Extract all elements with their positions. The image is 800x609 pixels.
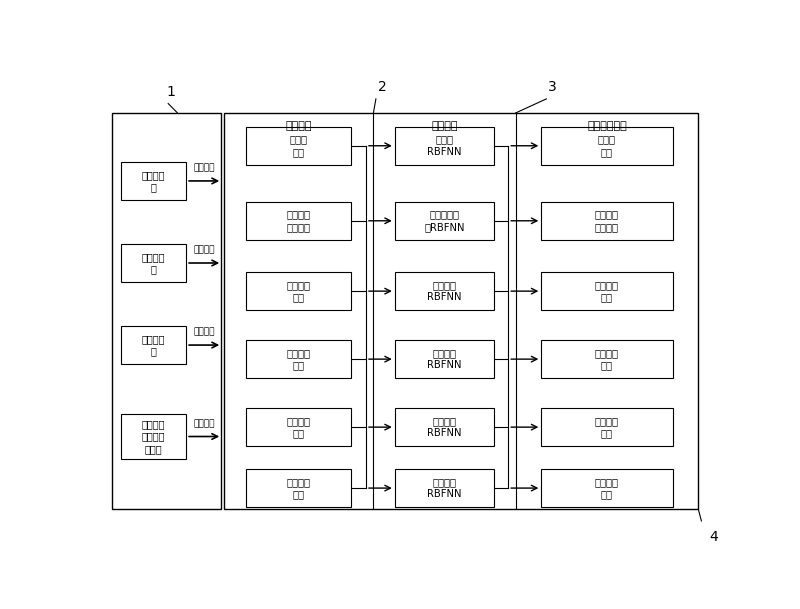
Bar — [224, 113, 698, 509]
Bar — [394, 340, 494, 378]
Bar — [542, 408, 673, 446]
Text: 系统级
数据: 系统级 数据 — [290, 135, 308, 157]
Text: 门控单元
故障: 门控单元 故障 — [595, 416, 619, 438]
Text: 其它单元
RBFNN: 其它单元 RBFNN — [427, 477, 462, 499]
Bar — [394, 408, 494, 446]
Text: 模拟量数
据: 模拟量数 据 — [142, 252, 166, 274]
Text: 数字量数
据: 数字量数 据 — [142, 334, 166, 356]
Bar — [542, 202, 673, 240]
Text: 制动单元
数据: 制动单元 数据 — [286, 348, 310, 370]
Text: 制动单元
RBFNN: 制动单元 RBFNN — [427, 348, 462, 370]
Bar — [112, 113, 221, 509]
Text: 制动单元
故障: 制动单元 故障 — [595, 348, 619, 370]
Text: 采集分类: 采集分类 — [194, 163, 215, 172]
Bar — [246, 469, 351, 507]
Bar — [394, 202, 494, 240]
Text: 传感器数
据: 传感器数 据 — [142, 170, 166, 192]
Text: 中央控制
单元数据: 中央控制 单元数据 — [286, 209, 310, 232]
Bar — [394, 127, 494, 165]
Text: 故障诊断结果: 故障诊断结果 — [587, 121, 627, 131]
Text: 牵引单元
数据: 牵引单元 数据 — [286, 280, 310, 302]
Bar — [246, 340, 351, 378]
Text: 中央控制单
元RBFNN: 中央控制单 元RBFNN — [424, 209, 465, 232]
Bar — [246, 408, 351, 446]
Bar — [121, 244, 186, 282]
Text: 采集分类: 采集分类 — [194, 419, 215, 428]
Text: 3: 3 — [548, 80, 557, 94]
Text: 采集分类: 采集分类 — [194, 328, 215, 337]
Text: 系统级
RBFNN: 系统级 RBFNN — [427, 135, 462, 157]
Bar — [542, 127, 673, 165]
Text: 采集分类: 采集分类 — [194, 245, 215, 255]
Bar — [121, 162, 186, 200]
Bar — [542, 469, 673, 507]
Bar — [394, 272, 494, 311]
Text: 神经网络: 神经网络 — [431, 121, 458, 131]
Text: 1: 1 — [167, 85, 176, 99]
Bar — [246, 202, 351, 240]
Text: 系统级
故障: 系统级 故障 — [598, 135, 616, 157]
Bar — [121, 326, 186, 364]
Bar — [246, 272, 351, 311]
Bar — [542, 272, 673, 311]
Text: 门控单元
RBFNN: 门控单元 RBFNN — [427, 416, 462, 438]
Bar — [542, 340, 673, 378]
Text: 数据集合: 数据集合 — [286, 121, 312, 131]
Bar — [394, 469, 494, 507]
Text: 中央控制
单元故障: 中央控制 单元故障 — [595, 209, 619, 232]
Text: 其它单元
故障: 其它单元 故障 — [595, 477, 619, 499]
Text: 牵引单元
故障: 牵引单元 故障 — [595, 280, 619, 302]
Text: 2: 2 — [378, 80, 386, 94]
Text: 牵引单元
RBFNN: 牵引单元 RBFNN — [427, 280, 462, 302]
Text: 4: 4 — [710, 530, 718, 544]
Bar — [121, 414, 186, 459]
Bar — [246, 127, 351, 165]
Text: 其它单元
数据: 其它单元 数据 — [286, 477, 310, 499]
Text: 地铁列车
总线获取
的数据: 地铁列车 总线获取 的数据 — [142, 419, 166, 454]
Text: 门控单元
数据: 门控单元 数据 — [286, 416, 310, 438]
